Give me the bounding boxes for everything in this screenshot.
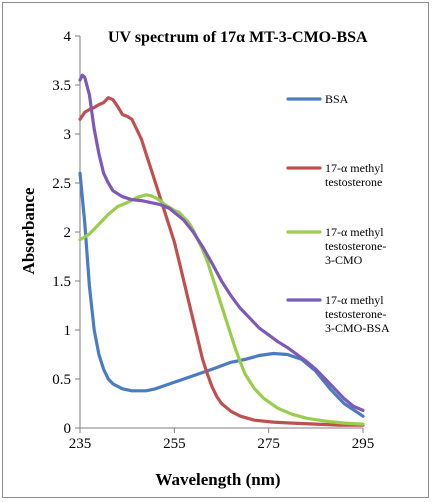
chart-frame — [2, 2, 429, 498]
x-tick-label: 235 — [69, 436, 92, 452]
legend-label-3: 17-α methyl testosterone-3-CMO — [325, 225, 386, 267]
y-axis-title: Absorbance — [19, 187, 38, 274]
y-tick-label: 0 — [64, 421, 72, 437]
y-tick-label: 3 — [64, 127, 72, 143]
y-tick-label: 1.5 — [52, 274, 71, 290]
x-tick-label: 295 — [352, 436, 375, 452]
series-line-1 — [78, 171, 365, 418]
y-tick-label: 2 — [64, 225, 72, 241]
y-tick-label: 2.5 — [52, 176, 71, 192]
y-tick-label: 3.5 — [52, 78, 71, 94]
y-tick-label: 1 — [64, 323, 72, 339]
x-tick-label: 255 — [163, 436, 186, 452]
x-axis-title: Wavelength (nm) — [155, 470, 280, 489]
y-tick-label: 4 — [64, 29, 72, 45]
x-tick-label: 275 — [257, 436, 280, 452]
series-line-2 — [78, 96, 365, 427]
legend-label-4: 17-α methyl testosterone-3-CMO-BSA — [325, 293, 390, 335]
y-tick-label: 0.5 — [52, 372, 71, 388]
legend-label-2: 17-α methyl testosterone — [325, 161, 384, 189]
chart-title: UV spectrum of 17α MT-3-CMO-BSA — [108, 29, 368, 46]
legend-label-1: BSA — [325, 92, 349, 106]
legend: BSA 17-α methyl testosterone 17-α methyl tes… — [286, 92, 390, 335]
series-line-4 — [78, 73, 365, 412]
